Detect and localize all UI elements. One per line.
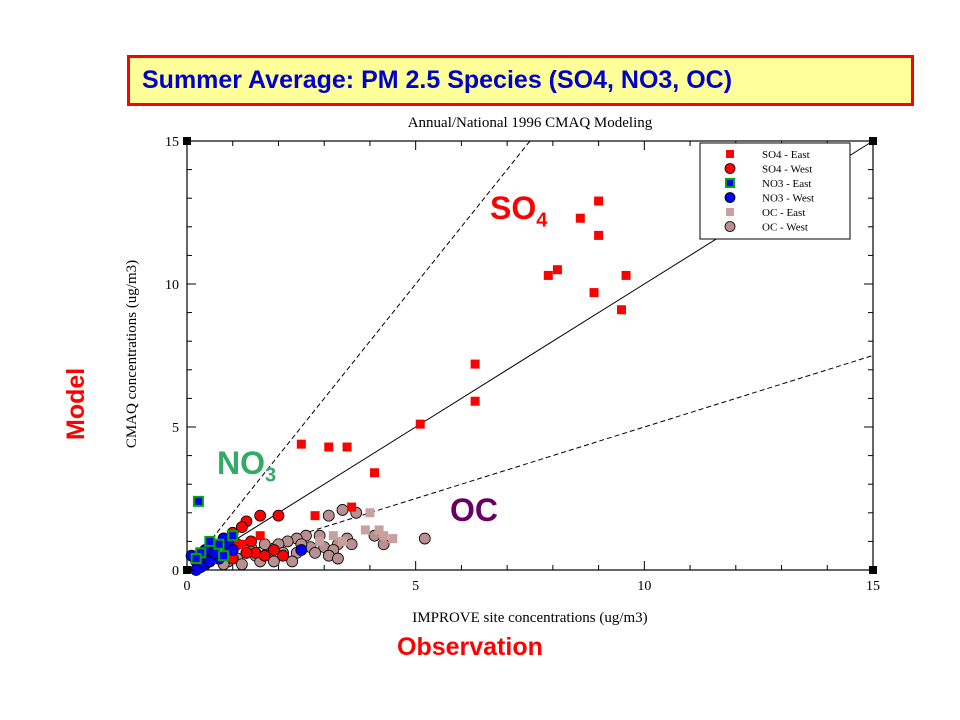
point-so4-west (272, 509, 285, 522)
legend-marker (724, 221, 736, 232)
point-oc-west (258, 538, 271, 551)
no3-annotation: NO3 (217, 445, 276, 487)
legend-entry: NO3 - East (762, 178, 812, 190)
legend-marker (724, 163, 736, 174)
point-oc-west (235, 558, 248, 571)
observation-label: Observation (397, 633, 543, 661)
point-oc-west (286, 555, 299, 568)
point-so4-east (415, 419, 425, 429)
plot-frame (186, 140, 874, 571)
x-tick-label: 15 (866, 579, 880, 594)
point-so4-east (324, 442, 334, 452)
point-oc-east (328, 531, 338, 541)
point-so4-east (370, 468, 380, 478)
axis-ticks: 0 5 10 15 0 5 10 15 (165, 135, 880, 594)
point-oc-east (315, 536, 325, 546)
point-no3-west (226, 544, 239, 556)
point-no3-east (192, 495, 204, 507)
point-no3-east (227, 530, 239, 542)
point-no3-east (218, 550, 230, 562)
point-so4-west (267, 544, 280, 556)
legend: SO4 - East SO4 - West NO3 - East NO3 - West… (699, 142, 851, 240)
point-so4-east (543, 270, 553, 280)
point-oc-west (345, 538, 358, 551)
legend-entry: SO4 - East (762, 149, 810, 161)
legend-marker (726, 150, 734, 158)
y-axis-label: CMAQ concentrations (ug/m3) (124, 260, 140, 448)
point-so4-east (310, 511, 320, 521)
point-oc-west (418, 532, 431, 545)
oc-annotation: OC (450, 492, 498, 528)
legend-marker (725, 178, 735, 188)
point-so4-east (296, 439, 306, 449)
point-so4-east (621, 270, 631, 280)
corner-marker (869, 137, 877, 145)
point-oc-west (309, 546, 321, 559)
data-points (185, 196, 631, 576)
legend-entry: SO4 - West (762, 164, 812, 176)
so4-text: SO (490, 190, 537, 226)
legend-entry: OC - East (762, 207, 805, 219)
y-tick-label: 5 (172, 421, 179, 436)
model-label: Model (62, 367, 90, 440)
legend-entry: OC - West (762, 222, 808, 234)
point-no3-east (213, 538, 225, 550)
point-so4-east (347, 502, 357, 512)
point-oc-east (360, 525, 370, 535)
point-so4-east (552, 265, 562, 275)
x-tick-label: 5 (412, 579, 419, 594)
y-tick-label: 15 (165, 135, 179, 150)
legend-box (699, 142, 851, 240)
point-so4-east (589, 288, 599, 298)
point-oc-east (388, 534, 398, 544)
so4-subscript: 4 (536, 209, 548, 232)
no3-text: NO (217, 445, 265, 481)
x-tick-label: 10 (637, 579, 651, 594)
legend-entry: NO3 - West (762, 193, 814, 205)
point-so4-east (237, 539, 247, 549)
slide-title: Summer Average: PM 2.5 Species (SO4, NO3… (127, 55, 914, 106)
point-so4-east (470, 359, 480, 369)
point-so4-west (254, 509, 267, 522)
chart-title: Annual/National 1996 CMAQ Modeling (408, 115, 653, 131)
point-oc-west (322, 509, 335, 522)
no3-subscript: 3 (265, 464, 277, 487)
point-so4-east (594, 196, 604, 206)
point-so4-west (235, 521, 248, 533)
point-no3-east (190, 553, 202, 565)
point-so4-east (342, 442, 352, 452)
point-so4-east (470, 396, 480, 406)
point-so4-east (575, 213, 585, 223)
point-so4-east (255, 531, 265, 541)
point-no3-east (204, 535, 216, 547)
legend-marker (726, 208, 734, 216)
y-tick-label: 10 (165, 278, 179, 293)
point-oc-east (379, 531, 389, 541)
point-so4-west (240, 546, 253, 559)
point-so4-west (258, 549, 271, 562)
point-oc-west (332, 552, 344, 565)
y-tick-label: 0 (172, 564, 179, 579)
point-oc-west (377, 538, 390, 551)
point-oc-east (365, 508, 375, 518)
so4-annotation: SO4 (490, 190, 547, 232)
point-oc-west (336, 504, 349, 516)
x-axis-label: IMPROVE site concentrations (ug/m3) (412, 610, 647, 626)
legend-marker (724, 192, 736, 203)
corner-marker (183, 566, 191, 574)
point-so4-west (277, 549, 289, 562)
reference-line-2-to-1 (186, 140, 531, 571)
corner-marker (869, 566, 877, 574)
point-so4-west (245, 535, 257, 548)
point-so4-east (616, 305, 626, 315)
x-tick-label: 0 (184, 579, 191, 594)
point-oc-west (267, 555, 280, 568)
point-oc-east (337, 536, 347, 546)
corner-marker (183, 137, 191, 145)
point-oc-east (374, 525, 384, 535)
point-no3-west (295, 544, 308, 556)
point-so4-east (594, 230, 604, 240)
